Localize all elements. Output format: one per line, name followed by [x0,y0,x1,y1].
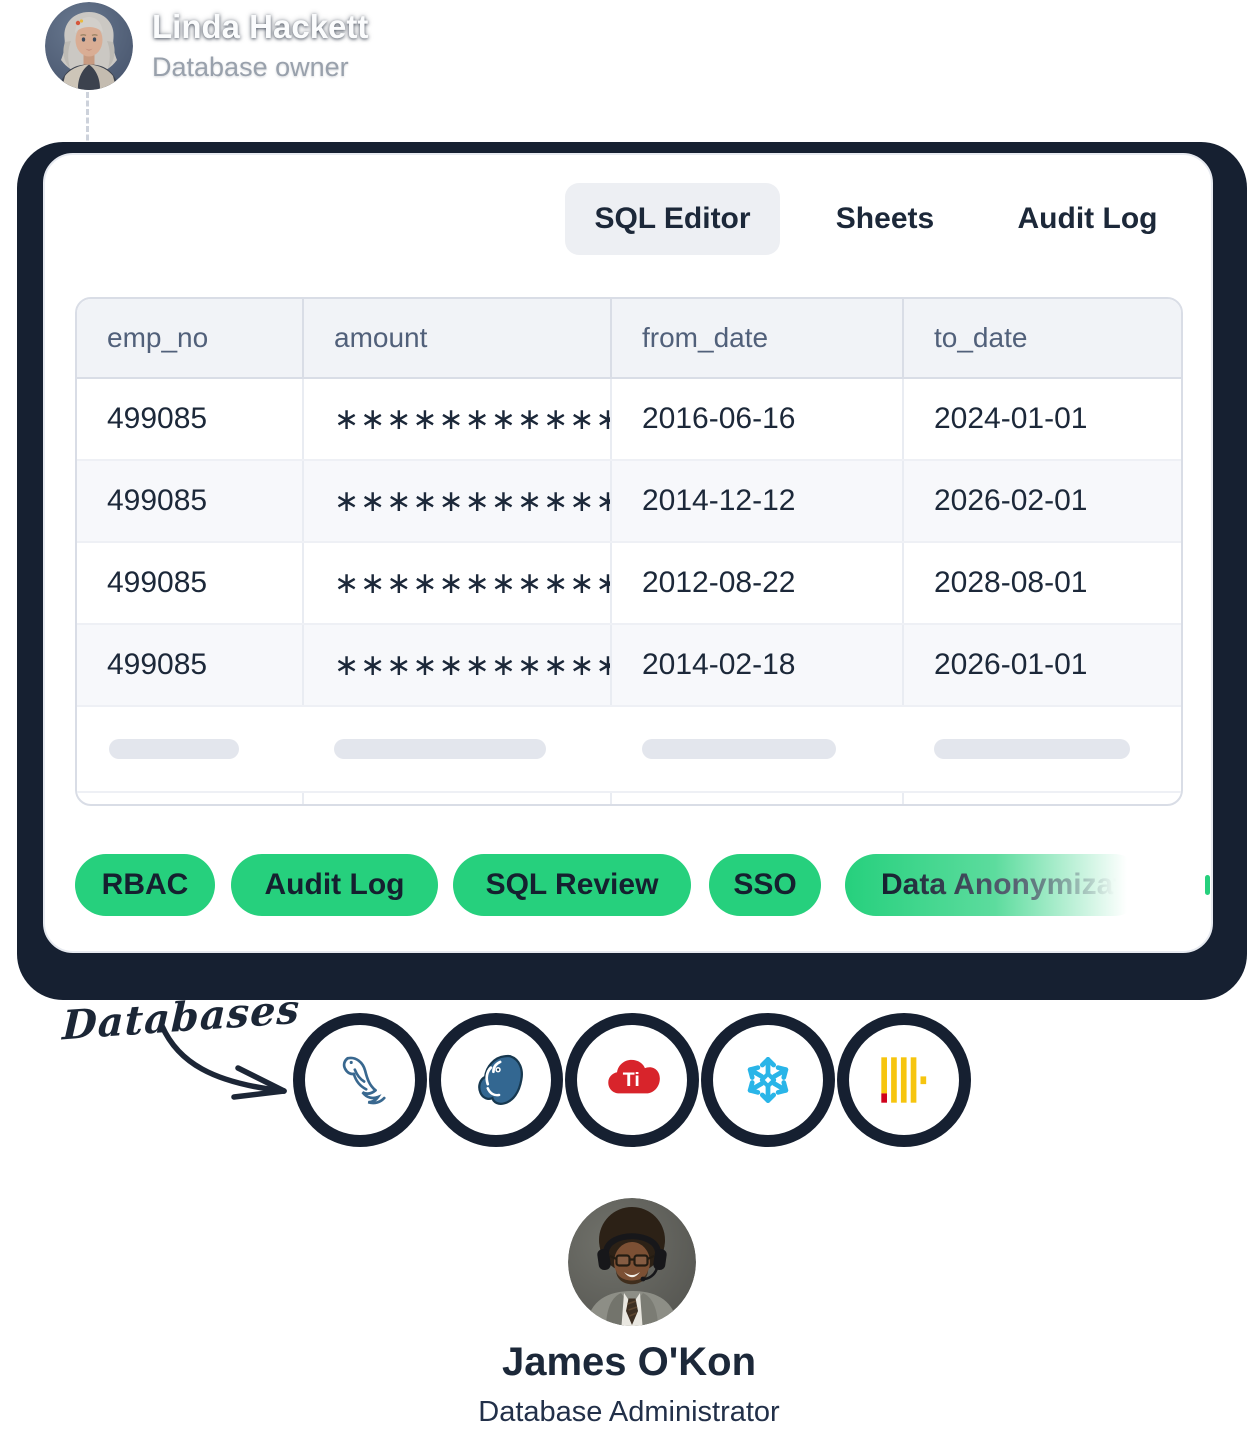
db-button-clickhouse[interactable] [849,1025,959,1135]
owner-avatar [45,2,133,90]
cell-amount-masked: ∗∗∗∗∗∗∗∗∗∗∗∗∗∗ [302,543,610,623]
admin-avatar-art [568,1198,696,1326]
db-button-postgresql[interactable] [441,1025,551,1135]
badge-label: SQL Review [485,868,659,901]
table-row: 499085 ∗∗∗∗∗∗∗∗∗∗∗∗∗∗ 2016-06-16 2024-01… [77,379,1181,459]
tab-label: Sheets [835,202,935,235]
cell-emp-no: 499085 [107,566,208,599]
cell-emp-no: 499085 [107,484,208,517]
tab-sheets[interactable]: Sheets [820,183,950,255]
cell-to-date: 2028-08-01 [902,543,1181,623]
skeleton-pill [334,739,546,759]
admin-name: James O'Kon [501,1340,757,1384]
skeleton-pill [934,739,1130,759]
badge-label: SSO [733,868,797,901]
admin-role: Database Administrator [478,1396,780,1428]
loading-skeleton-row [77,705,1181,791]
cell-emp-no: 499085 [107,648,208,681]
table-row: 499085 ∗∗∗∗∗∗∗∗∗∗∗∗∗∗ 2014-02-18 2026-01… [77,623,1181,705]
table-stub-row [77,791,1181,804]
snowflake-icon [747,1057,789,1103]
postgresql-icon [478,1054,523,1105]
table-header-row: emp_no amount from_date to_date [77,299,1181,379]
column-header-from-date: from_date [610,299,902,377]
query-result-table: emp_no amount from_date to_date 499085 ∗… [75,297,1183,806]
badge-edge-sliver [1205,875,1210,895]
db-button-tidb[interactable]: Ti [577,1025,687,1135]
column-header-amount: amount [302,299,610,377]
mysql-icon [342,1056,386,1105]
badge-rbac[interactable]: RBAC [75,854,215,916]
owner-avatar-art [45,2,133,90]
owner-name: Linda Hackett [152,8,369,45]
tidb-icon: Ti [608,1059,660,1094]
cell-amount-masked: ∗∗∗∗∗∗∗∗∗∗∗∗∗∗ [302,625,610,705]
cell-from-date: 2012-08-22 [610,543,902,623]
badge-sso[interactable]: SSO [709,854,821,916]
db-button-snowflake[interactable] [713,1025,823,1135]
table-row: 499085 ∗∗∗∗∗∗∗∗∗∗∗∗∗∗ 2012-08-22 2028-08… [77,541,1181,623]
cell-from-date: 2014-02-18 [610,625,902,705]
cell-to-date: 2024-01-01 [902,379,1181,459]
cell-to-date: 2026-02-01 [902,461,1181,541]
skeleton-pill [642,739,836,759]
cell-amount-masked: ∗∗∗∗∗∗∗∗∗∗∗∗∗∗ [302,379,610,459]
column-header-to-date: to_date [902,299,1181,377]
badge-data-anonymization[interactable]: Data Anonymization [845,854,1145,916]
tab-label: SQL Editor [594,202,751,235]
cell-amount-masked: ∗∗∗∗∗∗∗∗∗∗∗∗∗∗ [302,461,610,541]
table-row: 499085 ∗∗∗∗∗∗∗∗∗∗∗∗∗∗ 2014-12-12 2026-02… [77,459,1181,541]
badge-audit-log[interactable]: Audit Log [231,854,438,916]
svg-text:Ti: Ti [623,1069,640,1091]
cell-from-date: 2014-12-12 [610,461,902,541]
owner-role: Database owner [152,52,349,82]
tab-audit-log[interactable]: Audit Log [1005,183,1170,255]
owner-connector-line [86,92,89,166]
badge-label: Data Anonymization [881,868,1145,902]
db-button-mysql[interactable] [305,1025,415,1135]
badge-sql-review[interactable]: SQL Review [453,854,691,916]
cell-from-date: 2016-06-16 [610,379,902,459]
skeleton-pill [109,739,239,759]
badge-label: RBAC [101,868,189,901]
clickhouse-icon [881,1057,927,1103]
badge-label: Audit Log [264,868,405,901]
admin-avatar [568,1198,696,1326]
tab-sql-editor[interactable]: SQL Editor [565,183,780,255]
cell-to-date: 2026-01-01 [902,625,1181,705]
cell-emp-no: 499085 [107,402,208,435]
tab-label: Audit Log [1017,202,1158,235]
column-header-emp-no: emp_no [107,322,209,353]
